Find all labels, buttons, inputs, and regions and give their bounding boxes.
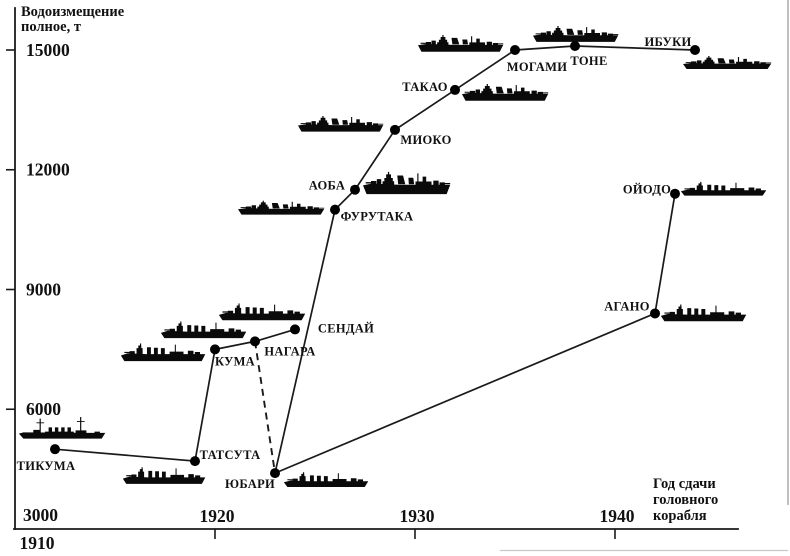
data-point bbox=[210, 344, 220, 355]
x-axis-title-line2: головного bbox=[653, 491, 719, 508]
ship-name-label: ИБУКИ bbox=[644, 35, 691, 49]
y-axis-title: Водоизмещение полное, т bbox=[21, 5, 124, 34]
ship-silhouette-icon bbox=[680, 181, 767, 196]
series-line bbox=[274, 45, 696, 474]
ship-silhouette-icon bbox=[363, 171, 451, 195]
ship-name-label: ЮБАРИ bbox=[225, 477, 275, 491]
ship-name-label: МОГАМИ bbox=[507, 60, 567, 74]
y-tick-label: 12000 bbox=[26, 160, 70, 180]
ship-name-label: АОБА bbox=[309, 179, 345, 193]
data-point bbox=[650, 308, 660, 319]
series-line-dashed bbox=[254, 341, 276, 474]
ship-name-label: ТАТСУТА bbox=[200, 448, 261, 462]
data-point bbox=[690, 44, 700, 55]
data-point bbox=[290, 324, 300, 335]
x-tick-label: 1910 bbox=[20, 533, 55, 553]
data-point bbox=[450, 84, 460, 95]
x-axis-title-line1: Год сдачи bbox=[653, 476, 716, 492]
ship-name-label: ТИКУМА bbox=[17, 459, 76, 473]
ship-name-label: ТОНЕ bbox=[570, 54, 607, 68]
x-tick-label: 1930 bbox=[400, 506, 435, 526]
data-point bbox=[250, 336, 260, 347]
data-point bbox=[330, 204, 340, 215]
ship-name-label: АГАНО bbox=[604, 299, 650, 313]
data-point bbox=[190, 456, 200, 467]
y-axis-title-line2: полное, т bbox=[21, 18, 81, 35]
ship-silhouette-icon bbox=[218, 303, 306, 321]
ship-name-label: МИОКО bbox=[400, 133, 451, 147]
x-tick-label: 1940 bbox=[600, 506, 635, 526]
y-tick-label: 9000 bbox=[26, 279, 61, 299]
ship-silhouette-icon bbox=[238, 200, 325, 215]
data-point bbox=[570, 41, 580, 52]
ship-silhouette-icon bbox=[533, 26, 619, 42]
ship-silhouette-icon bbox=[120, 343, 206, 362]
y-tick-label: 15000 bbox=[26, 40, 70, 60]
ship-name-label: НАГАРА bbox=[264, 344, 315, 358]
x-tick-label: 1920 bbox=[200, 506, 235, 526]
ship-silhouette-icon bbox=[462, 83, 549, 101]
ship-name-label: ФУРУТАКА bbox=[341, 210, 414, 224]
ship-name-label: ТАКАО bbox=[402, 80, 447, 94]
ship-silhouette-icon bbox=[283, 472, 369, 488]
y-tick-label: 3000 bbox=[23, 505, 58, 525]
ship-silhouette-icon bbox=[122, 467, 206, 484]
ship-silhouette-icon bbox=[660, 304, 747, 322]
data-point bbox=[350, 184, 360, 195]
y-axis-title-line1: Водоизмещение bbox=[21, 4, 125, 20]
ship-silhouette-icon bbox=[160, 321, 247, 339]
ship-name-label: СЕНДАЙ bbox=[318, 321, 374, 335]
ship-name-label: КУМА bbox=[215, 354, 255, 368]
data-point bbox=[50, 444, 60, 455]
data-point bbox=[670, 188, 680, 199]
x-axis-title-line3: корабля bbox=[653, 507, 707, 524]
data-point bbox=[390, 124, 400, 135]
y-tick-label: 6000 bbox=[26, 399, 61, 419]
data-point bbox=[270, 468, 280, 479]
data-point bbox=[510, 44, 520, 55]
ship-silhouette-icon bbox=[298, 115, 384, 132]
ship-name-label: ОЙОДО bbox=[623, 183, 671, 197]
ship-silhouette-icon bbox=[18, 416, 106, 439]
x-axis-title: Год сдачи головного корабля bbox=[653, 476, 719, 524]
ship-silhouette-icon bbox=[683, 55, 772, 70]
ship-silhouette-icon bbox=[418, 34, 504, 52]
